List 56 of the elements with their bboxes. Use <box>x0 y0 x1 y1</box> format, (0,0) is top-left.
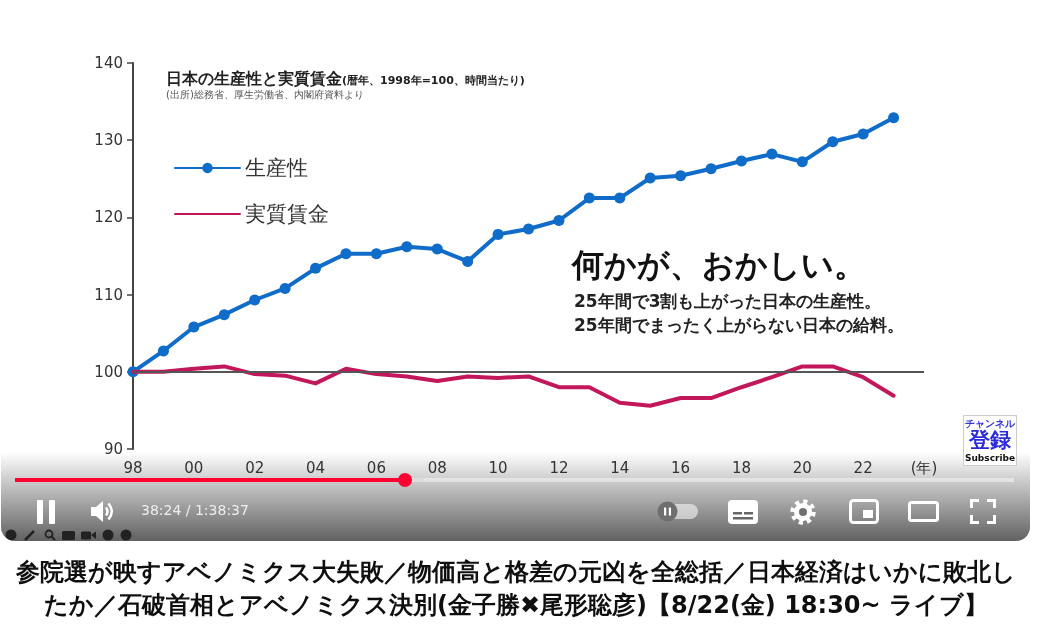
point <box>553 214 565 226</box>
point <box>401 241 413 253</box>
point <box>675 170 687 182</box>
point <box>796 156 808 168</box>
text: 38:24 / 1:38:37 <box>141 502 249 519</box>
point <box>279 282 291 294</box>
text: 参院選が映すアベノミクス大失敗／物価高と格差の元凶を全総括／日本経済はいかに敗北したか／石破首相とアベノミクス決別(金子勝✖尾形聡彦)【8/22(金) 18:30~ ライブ】 <box>15 557 1017 621</box>
y-tick-label: 120 <box>94 208 123 227</box>
point <box>614 192 626 204</box>
annotation: 25年間でまったく上がらない日本の給料。 <box>574 315 904 336</box>
legend-label: 実質賃金 <box>245 202 329 226</box>
point <box>310 262 322 274</box>
point <box>827 136 839 148</box>
point <box>857 128 869 140</box>
x-tick-label: 00 <box>184 458 204 477</box>
x-axis-title: (年) <box>910 458 938 477</box>
x-tick-label: 98 <box>123 458 143 477</box>
annotation: 25年間で3割も上がった日本の生産性。 <box>574 291 882 312</box>
x-tick-label: 16 <box>671 458 691 477</box>
point <box>431 243 443 255</box>
point <box>705 163 717 175</box>
point <box>370 248 382 260</box>
annotation: 何かが、おかしい。 <box>572 246 866 285</box>
point <box>523 223 534 235</box>
subscribe-badge: チャンネル 登録 Subscribe <box>963 415 1017 466</box>
point <box>218 309 230 321</box>
point <box>188 321 200 333</box>
text: (暦年、1998年=100、時間当たり) <box>342 74 525 87</box>
point <box>340 248 352 260</box>
point <box>583 192 595 204</box>
annotation: (出所)総務省、厚生労働省、内閣府資料より <box>166 89 364 101</box>
point <box>888 112 900 124</box>
x-tick-label: 12 <box>549 458 569 477</box>
point <box>462 255 474 267</box>
point <box>157 345 169 357</box>
x-tick-label: 14 <box>610 458 630 477</box>
x-tick-label: 22 <box>853 458 873 477</box>
point <box>766 148 778 160</box>
y-tick-label: 140 <box>94 54 123 72</box>
chart-title: 日本の生産性と実質賃金 <box>166 69 342 88</box>
x-tick-label: 06 <box>366 458 386 477</box>
y-tick-label: 100 <box>94 362 123 381</box>
x-tick-label: 02 <box>245 458 265 477</box>
y-tick-label: 110 <box>94 285 123 304</box>
y-tick-label: 130 <box>94 131 123 150</box>
point <box>492 228 504 240</box>
y-tick-label: 90 <box>103 440 123 458</box>
x-tick-label: 08 <box>427 458 447 477</box>
x-tick-label: 20 <box>792 458 812 477</box>
x-tick-label: 04 <box>305 458 326 477</box>
legend-label: 生産性 <box>245 156 308 180</box>
x-tick-label: 18 <box>731 458 752 477</box>
point <box>644 172 656 184</box>
x-tick-label: 10 <box>488 458 508 477</box>
point <box>249 294 261 306</box>
point <box>735 155 747 167</box>
